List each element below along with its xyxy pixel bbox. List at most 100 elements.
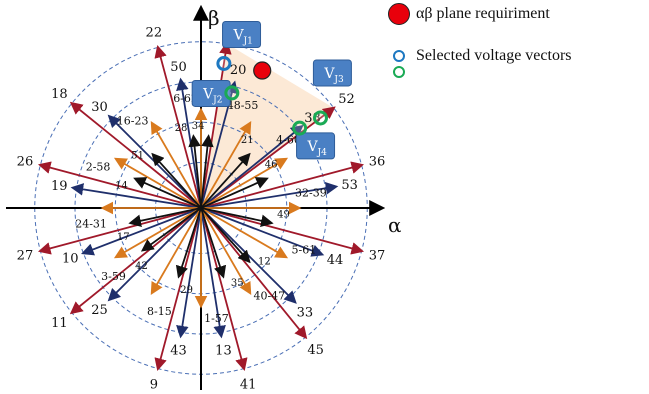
vector-label-13: 13 — [215, 343, 232, 358]
vector-label-41: 41 — [240, 378, 257, 393]
beta-axis-label: β — [208, 6, 220, 30]
vj2-box-subscript: J2 — [212, 95, 222, 105]
vector-label-49: 49 — [277, 209, 290, 220]
vector-label-20: 20 — [230, 63, 247, 78]
vector-11 — [69, 207, 202, 315]
vj1-box: V J1 — [222, 21, 262, 49]
vector-label-45: 45 — [307, 343, 324, 358]
vector-19 — [70, 183, 202, 209]
vj3-box: V J3 — [312, 59, 352, 87]
vector-48-55 — [200, 120, 252, 209]
vector-label-11: 11 — [51, 316, 68, 331]
vector-labels: 5452363745419112726182220385344331343251… — [17, 22, 386, 393]
vector-label-29: 29 — [180, 285, 193, 296]
vj2-box-bg — [191, 79, 231, 107]
vector-38 — [200, 124, 304, 209]
vector-5-61 — [200, 207, 289, 259]
vector-label-4-60: 4-60 — [276, 134, 301, 147]
vector-45 — [200, 207, 308, 340]
vector-label-32-39: 32-39 — [295, 186, 327, 199]
vector-25 — [107, 207, 202, 302]
vj1-box-label: V — [233, 28, 245, 44]
vector-44 — [200, 207, 325, 257]
vector-54 — [200, 41, 232, 209]
vector-label-5-61: 5-61 — [292, 243, 317, 256]
vector-label-21: 21 — [241, 135, 254, 146]
vector-3-59 — [113, 207, 202, 259]
vj3-box-subscript: J3 — [333, 75, 344, 85]
vector-label-52: 52 — [338, 92, 355, 107]
vector-27 — [37, 207, 202, 255]
green-ring-marker-52 — [312, 110, 328, 126]
vj4-box-label: V — [307, 139, 319, 155]
vj2-box: V J2 — [191, 79, 231, 107]
vector-51 — [151, 152, 202, 209]
blue-ring-icon — [393, 50, 405, 62]
vector-43 — [176, 207, 202, 339]
green-ring-marker-20 — [224, 85, 240, 101]
vector-16-23 — [150, 120, 202, 209]
vector-label-18: 18 — [51, 87, 68, 102]
vector-29 — [175, 207, 202, 279]
vector-2-58 — [113, 157, 202, 209]
vector-53 — [200, 182, 339, 209]
vector-label-40-47: 40-47 — [253, 289, 285, 302]
vector-label-30: 30 — [91, 100, 108, 115]
vector-label-9: 9 — [150, 378, 158, 393]
vector-label-24-31: 24-31 — [75, 217, 107, 230]
vector-label-46: 46 — [265, 160, 278, 171]
vector-label-26: 26 — [17, 154, 34, 169]
vj1-box-bg — [222, 21, 262, 49]
vector-46 — [200, 177, 269, 209]
vector-40-47 — [200, 207, 252, 296]
vector-49 — [200, 207, 274, 227]
vector-26 — [37, 161, 202, 209]
vector-12 — [200, 207, 251, 264]
vector-label-1-57: 1-57 — [204, 312, 229, 325]
vector-label-36: 36 — [369, 154, 386, 169]
vector-52 — [200, 106, 336, 209]
vj-boxes: V J1V J2V J3V J4 — [191, 21, 352, 160]
vector-label-42: 42 — [135, 261, 148, 272]
green-ring-marker-38 — [292, 120, 308, 136]
vector-label-19: 19 — [51, 179, 68, 194]
vector-label-37: 37 — [369, 249, 386, 264]
vector-label-48-55: 48-55 — [227, 99, 259, 112]
vector-label-51: 51 — [131, 150, 144, 161]
red-dot-requirement-marker — [253, 61, 272, 80]
vector-8-15 — [150, 207, 202, 296]
vector-label-28: 28 — [175, 123, 188, 134]
alpha-axis-label: α — [388, 213, 402, 237]
vector-label-50: 50 — [170, 60, 187, 75]
vector-28 — [188, 134, 202, 209]
vector-label-17: 17 — [117, 232, 130, 243]
vj2-box-label: V — [202, 86, 214, 102]
vector-label-8-15: 8-15 — [147, 305, 172, 318]
vj4-box-bg — [296, 132, 336, 160]
vector-34 — [200, 134, 214, 209]
vector-22 — [154, 44, 202, 209]
vector-label-22: 22 — [146, 26, 163, 41]
vector-4-60 — [200, 157, 289, 209]
vector-36 — [200, 161, 365, 209]
vj3-box-bg — [312, 59, 352, 87]
legend-selected: Selected voltage vectors — [390, 44, 572, 68]
vector-13 — [200, 207, 226, 339]
legend-requirement-label: αβ plane requiriment — [416, 5, 550, 22]
vector-35 — [200, 207, 227, 279]
vector-label-43: 43 — [170, 343, 187, 358]
vector-41 — [200, 207, 248, 372]
vector-label-25: 25 — [91, 303, 108, 318]
legend-selected-label: Selected voltage vectors — [416, 47, 572, 64]
vj4-box-subscript: J4 — [317, 148, 328, 158]
legend-requirement: αβ plane requiriment — [388, 2, 550, 26]
vj4-box: V J4 — [296, 132, 336, 160]
red-dot-icon — [388, 3, 410, 25]
vector-label-12: 12 — [258, 257, 271, 268]
blue-ring-marker — [216, 56, 232, 72]
vector-label-44: 44 — [327, 253, 344, 268]
vector-label-35: 35 — [231, 278, 244, 289]
vector-label-10: 10 — [62, 252, 79, 267]
vector-14 — [133, 177, 202, 209]
